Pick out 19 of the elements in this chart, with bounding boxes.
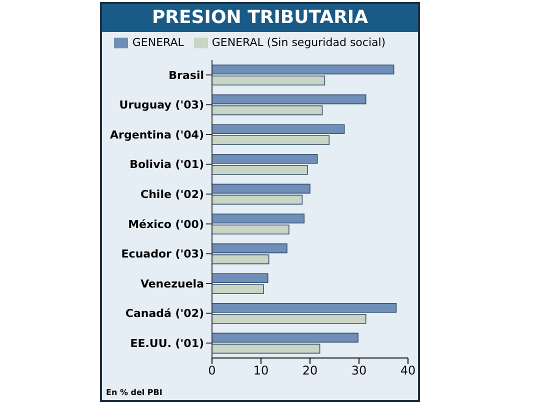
x-tick-label: 10 (253, 364, 269, 378)
legend-label: GENERAL (Sin seguridad social) (212, 36, 386, 50)
chart-title: PRESION TRIBUTARIA (102, 4, 418, 32)
y-tick-label: Ecuador ('03) (121, 248, 204, 261)
y-tick-label: Venezuela (140, 277, 204, 290)
x-tick-label: 40 (400, 364, 416, 378)
x-tick-label: 20 (302, 364, 318, 378)
y-tick-label: Uruguay ('03) (119, 98, 204, 112)
y-tick-label: Bolivia ('01) (130, 158, 204, 172)
x-tick-label: 30 (351, 364, 367, 378)
y-tick-label: México ('00) (128, 218, 204, 231)
y-tick-label: Brasil (168, 68, 204, 82)
x-tick-label: 0 (208, 364, 216, 378)
y-tick-label: Argentina ('04) (110, 128, 204, 142)
text: En % del PBI (106, 388, 162, 397)
legend-label: GENERAL (132, 36, 184, 50)
y-tick-label: Canadá ('02) (125, 307, 204, 320)
y-tick-label: EE.UU. ('01) (130, 337, 204, 350)
y-tick-label: Chile ('02) (140, 188, 204, 202)
